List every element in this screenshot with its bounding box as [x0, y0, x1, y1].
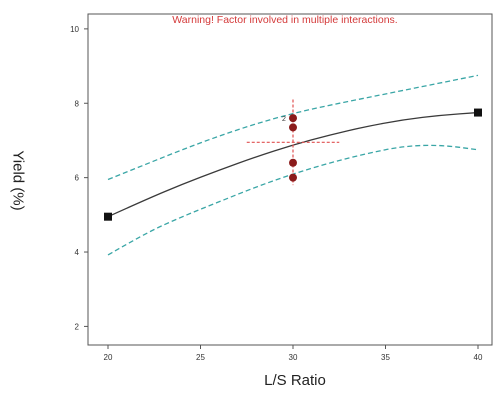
confidence-band-2 [107, 144, 479, 256]
prediction-line [107, 111, 479, 218]
y-tick-label: 6 [75, 174, 80, 183]
y-axis-label: Yield (%) [9, 149, 27, 211]
y-axis-label-wrap: Yield (%) [4, 120, 32, 240]
y-tick-label: 10 [70, 25, 79, 34]
design-point-circle [289, 173, 297, 182]
x-tick-label: 30 [289, 353, 298, 362]
crosshair [246, 99, 340, 186]
warning-annotation: Warning! Factor involved in multiple int… [172, 14, 398, 26]
design-point-circle [289, 158, 297, 167]
x-tick-label: 40 [474, 353, 483, 362]
x-tick-label: 25 [196, 353, 205, 362]
axes: 20 25 30 35 40 2 4 6 8 10 [70, 13, 493, 362]
design-point-square [474, 108, 482, 117]
design-points: 2 [104, 108, 482, 221]
y-tick-label: 4 [75, 248, 80, 257]
series-layer [107, 74, 479, 256]
design-point-circle [289, 114, 297, 123]
design-point-square [104, 212, 112, 221]
x-tick-label: 20 [104, 353, 113, 362]
plot-frame [87, 13, 493, 346]
confidence-band-1 [107, 74, 479, 181]
x-tick-label: 35 [381, 353, 390, 362]
x-axis-label: L/S Ratio [264, 372, 326, 389]
y-tick-label: 8 [75, 99, 80, 108]
point-count-label: 2 [282, 116, 286, 123]
y-tick-label: 2 [75, 322, 80, 331]
design-point-circle [289, 123, 297, 132]
